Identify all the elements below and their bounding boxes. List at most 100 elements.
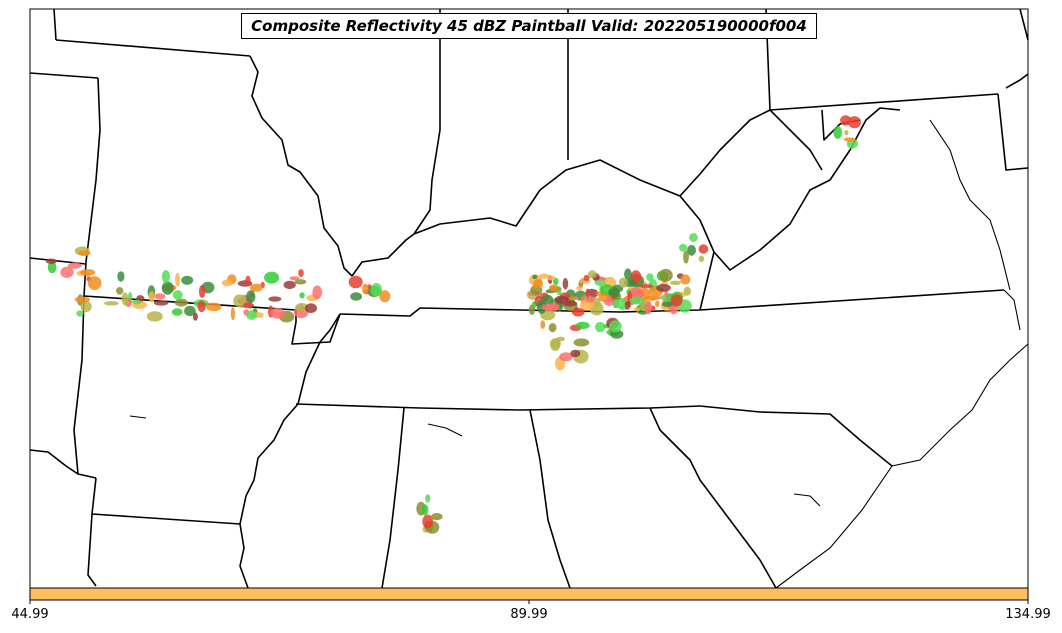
paintball-blob bbox=[661, 301, 674, 307]
border-tx-la bbox=[87, 513, 97, 587]
paintball-blob bbox=[576, 286, 583, 291]
coastline bbox=[129, 119, 1029, 589]
paintball-blob bbox=[104, 301, 119, 306]
paintball-blob bbox=[148, 291, 155, 303]
paintball-blob bbox=[60, 266, 74, 278]
paintball-blob bbox=[87, 276, 102, 290]
coast-atlantic-se bbox=[775, 343, 1029, 589]
paintball-blob bbox=[45, 258, 57, 264]
coast-chesapeake bbox=[929, 119, 1011, 291]
paintball-blob bbox=[570, 349, 581, 358]
paintball-blob bbox=[646, 273, 654, 282]
colorbar-tick-label: 89.99 bbox=[510, 607, 548, 622]
paintball-blob bbox=[539, 273, 550, 279]
paintball-blob bbox=[624, 301, 631, 310]
paintball-blob bbox=[425, 494, 431, 503]
paintball-blob bbox=[312, 285, 323, 300]
paintball-blob bbox=[679, 243, 688, 252]
paintball-blob bbox=[192, 312, 198, 321]
paintball-blob bbox=[547, 276, 557, 281]
paintball-blob bbox=[556, 336, 565, 342]
paintball-blob bbox=[422, 514, 434, 529]
paintball-blob bbox=[545, 303, 560, 312]
paintball-blob bbox=[80, 300, 92, 313]
paintball-blob bbox=[595, 321, 606, 333]
border-il-in bbox=[413, 9, 441, 235]
paintball-blob bbox=[76, 310, 84, 317]
paintball-blob bbox=[362, 283, 369, 295]
border-ms-al bbox=[381, 407, 405, 589]
paintball-blob bbox=[78, 250, 91, 257]
paintball-blob bbox=[550, 339, 561, 351]
border-tn-south bbox=[295, 403, 701, 411]
paintball-blob bbox=[295, 303, 309, 312]
paintball-blob bbox=[587, 270, 597, 279]
paintball-blob bbox=[608, 287, 620, 298]
border-nj bbox=[1005, 73, 1029, 89]
paintball-blob bbox=[644, 300, 652, 315]
paintball-blob bbox=[698, 244, 709, 254]
paintball-blob bbox=[658, 268, 673, 282]
coast-va bbox=[1003, 289, 1021, 331]
paintball-blob bbox=[585, 288, 590, 299]
paintball-blob bbox=[669, 280, 682, 285]
paintball-blob bbox=[116, 287, 124, 295]
paintball-blob bbox=[289, 276, 300, 281]
paintball-blob bbox=[557, 291, 563, 296]
border-tn-ky bbox=[339, 289, 1005, 317]
paintball-blob bbox=[585, 296, 595, 303]
paintball-blob bbox=[698, 255, 705, 262]
border-ky-va bbox=[699, 251, 715, 311]
border-ga-sc bbox=[649, 407, 777, 589]
paintball-blob bbox=[294, 279, 307, 285]
border-ok-tx bbox=[29, 449, 97, 479]
paintball-blob bbox=[639, 284, 654, 289]
border-river-mo-il bbox=[249, 55, 353, 277]
paintball-blob bbox=[843, 137, 856, 142]
paintball-blob bbox=[171, 308, 183, 316]
paintball-blob bbox=[609, 320, 622, 333]
border-pa-md bbox=[769, 93, 999, 111]
paintball-blob bbox=[197, 300, 206, 313]
paintball-blob bbox=[117, 271, 125, 282]
paintball-blob bbox=[536, 300, 547, 314]
border-kansas-nebraska bbox=[29, 72, 99, 79]
paintball-blob bbox=[532, 274, 538, 280]
map-title: Composite Reflectivity 45 dBZ Paintball … bbox=[241, 13, 817, 39]
paintball-blob bbox=[575, 321, 590, 329]
paintball-blob bbox=[630, 270, 642, 284]
paintball-blob bbox=[689, 233, 698, 242]
border-wv-oh bbox=[679, 109, 823, 197]
paintball-blob bbox=[683, 286, 691, 296]
paintball-blob bbox=[174, 298, 188, 307]
paintball-blob bbox=[683, 250, 689, 264]
paintball-blob bbox=[573, 338, 590, 347]
paintball-blob bbox=[687, 244, 696, 256]
paintball-blob bbox=[153, 300, 169, 306]
paintball-blob bbox=[198, 285, 206, 298]
paintball-blob bbox=[246, 290, 256, 303]
border-wv-va bbox=[713, 107, 901, 271]
paintball-blob bbox=[379, 290, 391, 303]
paintball-blob bbox=[680, 274, 691, 285]
paintball-blob bbox=[181, 275, 194, 285]
paintball-blob bbox=[79, 269, 96, 276]
paintball-blob bbox=[562, 278, 569, 290]
colorbar bbox=[29, 587, 1029, 601]
paintball-blob bbox=[848, 116, 861, 129]
paintball-blob bbox=[583, 274, 590, 282]
paintball-blob bbox=[264, 271, 280, 284]
border-top-right bbox=[1019, 8, 1029, 41]
paintball-blob bbox=[844, 129, 849, 136]
paintball-blob bbox=[132, 299, 142, 305]
paintball-blob bbox=[250, 283, 263, 292]
paintball-blob bbox=[298, 269, 304, 278]
paintball-blob bbox=[283, 280, 296, 290]
paintball-blob bbox=[146, 311, 163, 322]
lake-pontchartrain bbox=[427, 423, 463, 437]
colorbar-tick-label: 44.99 bbox=[11, 607, 49, 622]
paintball-blob bbox=[243, 302, 255, 308]
paintball-blob bbox=[206, 302, 222, 312]
border-ohio-river bbox=[351, 159, 715, 277]
